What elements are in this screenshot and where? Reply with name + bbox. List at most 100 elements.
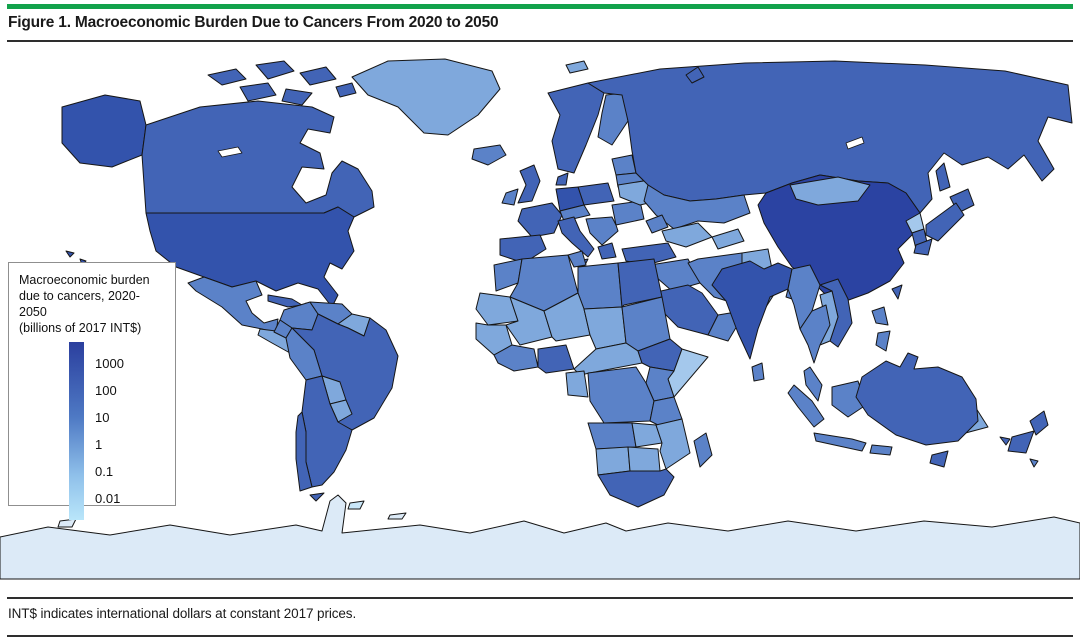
map-region-taiwan: [891, 284, 903, 300]
map-region-namibia: [595, 446, 631, 476]
map-region-mongolia: [789, 176, 871, 206]
map-region-greece: [597, 242, 617, 260]
map-region-arctic-islands: [255, 60, 295, 80]
map-continent-africa: [475, 250, 713, 508]
map-region-malaysia: [803, 366, 823, 402]
legend-scale: 1000 100 10 1 0.1 0.01: [19, 342, 167, 520]
map-region-fiji-vanuatu: [1029, 458, 1039, 468]
map-region-japan: [925, 202, 965, 242]
map-region-uk: [517, 164, 541, 204]
map-region-falkland-islands: [347, 500, 365, 510]
map-region-indonesia-java: [813, 432, 867, 452]
map-region-scandinavia: [547, 82, 605, 174]
map-region-nigeria: [537, 344, 575, 374]
top-accent-rule: [7, 4, 1073, 9]
map-region-canada: [141, 100, 375, 218]
map-region-philippines: [875, 330, 891, 352]
map-region-balkans: [585, 216, 619, 246]
map-region-arctic-islands: [239, 82, 277, 102]
map-region-romania-bulgaria: [611, 200, 645, 226]
map-region-indonesia-sumatra: [787, 384, 825, 428]
world-map-svg: [0, 58, 1080, 580]
map-region-hawaii: [65, 250, 75, 258]
map-region-mexico: [187, 276, 279, 334]
map-region-alpine: [559, 204, 591, 222]
footnote-bottom-rule: [7, 635, 1073, 637]
map-region-sri-lanka: [751, 362, 765, 382]
lake-winnipeg: [217, 146, 243, 158]
map-region-angola: [587, 422, 637, 450]
map-region-iceland: [471, 144, 507, 166]
map-region-libya: [577, 262, 623, 310]
footnote-top-rule: [7, 597, 1073, 599]
map-region-denmark: [555, 172, 569, 186]
map-region-mauritania: [475, 292, 519, 326]
map-region-egypt: [617, 258, 663, 308]
map-region-kazakhstan: [643, 184, 751, 230]
map-region-france: [517, 202, 563, 238]
lake-baikal: [845, 136, 865, 150]
legend-tick: 1: [95, 437, 103, 452]
map-region-baltics: [611, 154, 637, 176]
map-region-tunisia: [567, 250, 587, 268]
legend-gradient-bar: [69, 342, 84, 520]
map-region-new-zealand-south: [1007, 430, 1035, 454]
map-region-philippines: [871, 306, 889, 326]
legend-tick: 100: [95, 383, 117, 398]
map-region-solomon: [999, 436, 1011, 446]
map-region-sakhalin: [935, 162, 951, 192]
map-region-greenland: [351, 58, 501, 136]
map-continent-asia-north: [565, 60, 1073, 250]
map-continent-north-america: [61, 58, 501, 354]
map-region-indonesia-borneo: [831, 380, 867, 418]
world-map: [0, 55, 1080, 580]
map-region-tasmania: [929, 450, 949, 468]
figure-title: Figure 1. Macroeconomic Burden Due to Ca…: [8, 14, 499, 31]
legend-title-line: (billions of 2017 INT$): [19, 321, 142, 335]
map-region-svalbard: [565, 60, 589, 74]
map-region-iberia: [499, 234, 547, 264]
legend-tick: 10: [95, 410, 110, 425]
map-region-arctic-islands: [281, 88, 313, 106]
map-region-japan: [913, 238, 933, 256]
map-region-mozambique-zimbabwe: [655, 418, 691, 470]
map-region-gabon-congo: [565, 370, 589, 398]
title-divider-rule: [7, 40, 1073, 42]
footnote: INT$ indicates international dollars at …: [8, 606, 357, 621]
map-region-uzbekistan-turkmenistan: [661, 222, 713, 248]
map-region-thailand: [799, 304, 831, 364]
map-region-italy: [557, 216, 595, 258]
legend-tick: 1000: [95, 356, 124, 371]
map-region-kyrgyz-tajik: [711, 228, 745, 250]
map-region-arctic-islands: [207, 68, 247, 86]
map-continent-europe: [471, 82, 667, 268]
legend-tick: 0.1: [95, 464, 114, 479]
map-region-chad: [583, 306, 627, 350]
map-region-arctic-islands: [335, 82, 357, 98]
map-region-south-georgia: [387, 512, 407, 520]
legend-box: Macroeconomic burden due to cancers, 202…: [8, 262, 176, 520]
map-region-antarctica-island: [57, 518, 77, 528]
map-region-india: [711, 260, 793, 360]
map-region-turkey: [621, 242, 677, 266]
map-region-madagascar: [693, 432, 713, 468]
legend-title-line: Macroeconomic burden: [19, 273, 150, 287]
map-region-indonesia-lesser-sundas: [869, 444, 893, 456]
map-continent-south-america: [273, 301, 407, 520]
map-region-drc: [587, 366, 655, 424]
map-region-novaya-zemlya: [685, 66, 705, 84]
map-region-cuba: [267, 294, 303, 308]
map-region-new-zealand-north: [1029, 410, 1049, 436]
map-region-antarctica: [0, 494, 1080, 580]
map-region-australia: [855, 352, 979, 446]
map-region-tierra-del-fuego: [309, 492, 325, 502]
map-region-alaska: [61, 94, 147, 168]
map-continent-oceania: [855, 352, 1049, 468]
map-region-ireland: [501, 188, 519, 206]
map-region-chile: [295, 411, 313, 492]
map-region-south-africa: [597, 468, 675, 508]
map-region-arctic-islands: [299, 66, 337, 86]
legend-title-line: due to cancers, 2020-2050: [19, 289, 140, 319]
map-region-caucasus: [645, 214, 669, 234]
map-region-botswana: [627, 446, 661, 472]
